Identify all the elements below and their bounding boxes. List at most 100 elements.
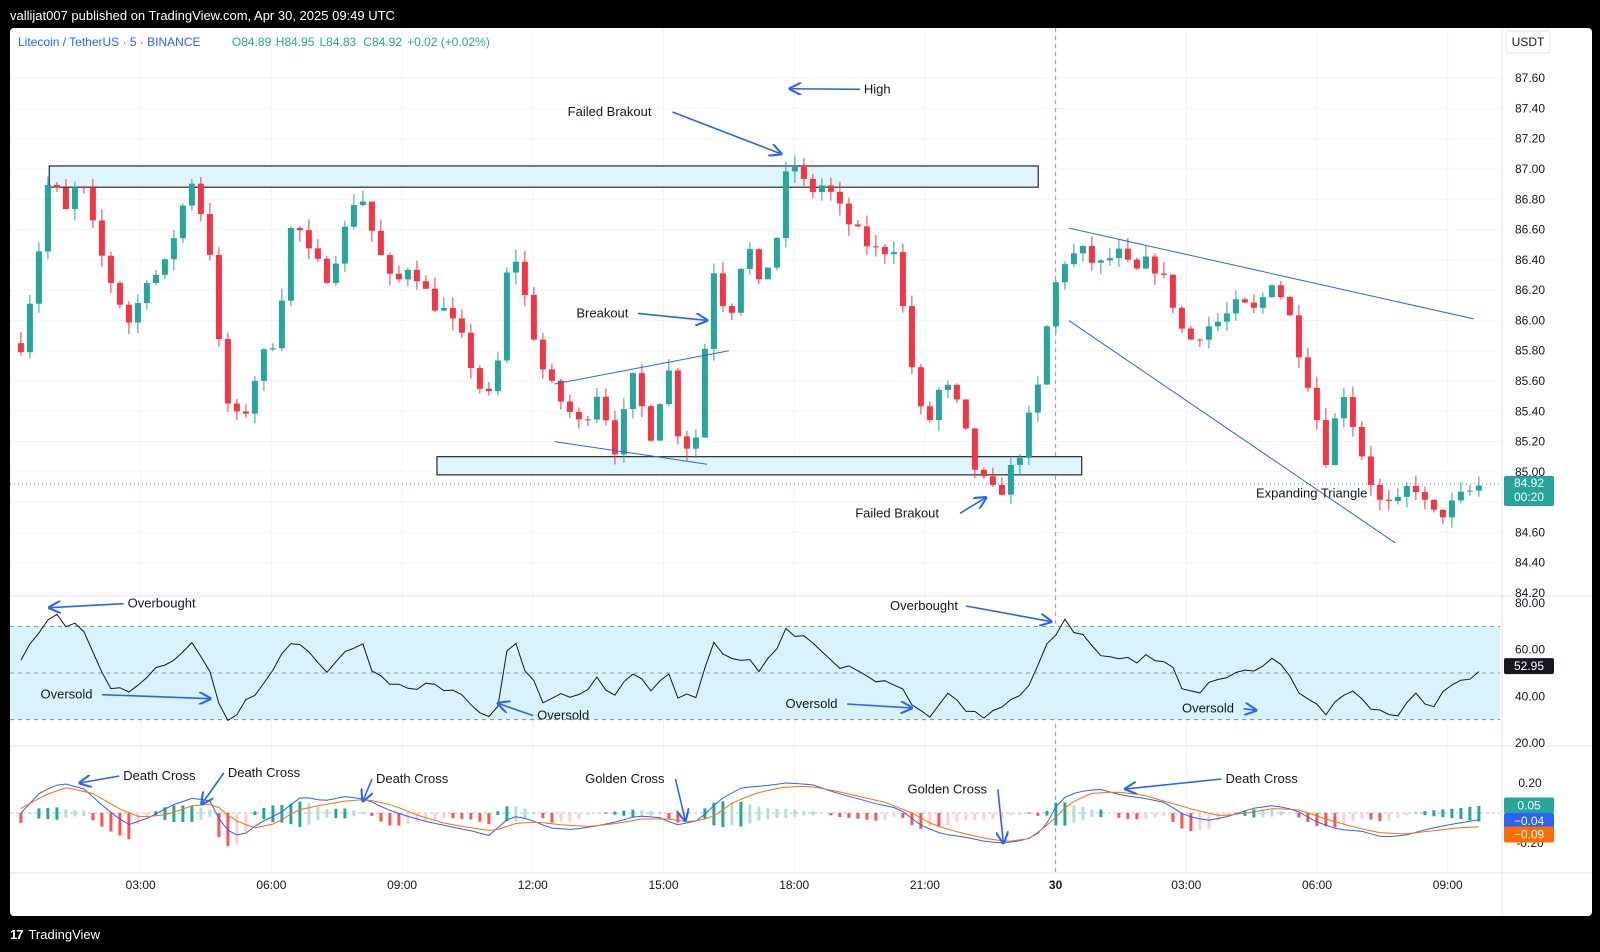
trend-line bbox=[554, 441, 708, 465]
macd-hist-bar bbox=[640, 810, 644, 817]
macd-hist-bar bbox=[1180, 813, 1184, 829]
macd-annotation-label: Death Cross bbox=[1226, 771, 1299, 786]
candle-body bbox=[980, 469, 987, 477]
macd-hist-bar bbox=[235, 813, 239, 844]
candle-body bbox=[998, 484, 1005, 495]
macd-value-badge bbox=[1504, 797, 1554, 814]
candle-body bbox=[386, 255, 393, 274]
candle-body bbox=[809, 178, 816, 193]
price-tick-label: 84.20 bbox=[1515, 586, 1545, 600]
rsi-annotation-label: Overbought bbox=[128, 596, 196, 611]
tradingview-brand[interactable]: 17 TradingView bbox=[10, 927, 100, 942]
macd-hist-bar bbox=[622, 810, 626, 816]
price-annotation-arrow bbox=[790, 89, 860, 90]
candle-body bbox=[1376, 484, 1383, 500]
candle-body bbox=[1070, 253, 1077, 265]
symbol-legend: Litecoin / TetherUS · 5 · BINANCE O84.89 H… bbox=[18, 35, 490, 49]
macd-hist-bar bbox=[1198, 813, 1202, 830]
price-tick-label: 85.20 bbox=[1515, 435, 1545, 449]
candle-body bbox=[17, 343, 24, 353]
candle-body bbox=[584, 419, 591, 421]
macd-hist-bar bbox=[1387, 813, 1391, 821]
macd-hist-bar bbox=[928, 813, 932, 827]
macd-hist-bar bbox=[541, 813, 545, 819]
price-tick-label: 85.40 bbox=[1515, 404, 1545, 418]
candle-body bbox=[1394, 496, 1401, 502]
macd-hist-bar bbox=[352, 810, 356, 817]
support-resistance-zone bbox=[48, 165, 1039, 188]
macd-hist-bar bbox=[1234, 812, 1238, 814]
macd-hist-bar bbox=[1396, 813, 1400, 819]
candle-body bbox=[1259, 297, 1266, 308]
macd-hist-bar bbox=[1027, 812, 1031, 814]
macd-hist-bar bbox=[1288, 812, 1292, 814]
price-annotation-label: Expanding Triangle bbox=[1256, 486, 1367, 501]
candle-body bbox=[1250, 302, 1257, 308]
ohlc-value: H84.95 bbox=[276, 35, 315, 49]
candle-body bbox=[854, 224, 861, 227]
macd-hist-bar bbox=[856, 813, 860, 819]
price-annotation-label: Failed Brakout bbox=[855, 505, 939, 520]
candle-body bbox=[260, 349, 267, 381]
macd-hist-bar bbox=[1414, 812, 1418, 814]
candle-body bbox=[422, 281, 429, 289]
candle-body bbox=[1475, 485, 1482, 491]
macd-hist-bar bbox=[361, 812, 365, 815]
rsi-tick-label: 60.00 bbox=[1515, 643, 1545, 657]
macd-hist-bar bbox=[1315, 813, 1319, 827]
macd-hist-bar bbox=[604, 812, 608, 814]
time-tick-label: 12:00 bbox=[518, 878, 548, 892]
candle-body bbox=[791, 165, 798, 172]
chart-card[interactable]: High Failed Brakout Breakout Failed Brakout… bbox=[10, 28, 1592, 916]
macd-hist-bar bbox=[478, 813, 482, 822]
candle-body bbox=[449, 307, 456, 319]
macd-hist-bar bbox=[1450, 808, 1454, 819]
macd-hist-bar bbox=[496, 811, 500, 816]
candle-body bbox=[170, 238, 177, 260]
macd-hist-bar bbox=[631, 809, 635, 817]
candle-body bbox=[377, 230, 384, 256]
candle-body bbox=[215, 254, 222, 340]
macd-hist-bar bbox=[676, 813, 680, 823]
macd-hist-bar bbox=[1252, 809, 1256, 818]
candle-body bbox=[1286, 297, 1293, 316]
macd-hist-bar bbox=[829, 813, 833, 816]
macd-hist-bar bbox=[136, 813, 140, 825]
candle-body bbox=[1061, 264, 1068, 283]
macd-hist-bar bbox=[955, 813, 959, 823]
candle-body bbox=[458, 318, 465, 333]
chart-svg[interactable]: High Failed Brakout Breakout Failed Brakout… bbox=[10, 28, 1592, 916]
macd-hist-bar bbox=[874, 813, 878, 821]
macd-hist-bar bbox=[586, 813, 590, 815]
rsi-annotation-label: Overbought bbox=[890, 598, 958, 613]
macd-hist-bar bbox=[1297, 813, 1301, 818]
macd-hist-bar bbox=[1459, 807, 1463, 820]
macd-hist-bar bbox=[415, 813, 419, 822]
candle-body bbox=[917, 367, 924, 407]
macd-hist-bar bbox=[379, 813, 383, 822]
macd-hist-bar bbox=[118, 813, 122, 836]
macd-hist-bar bbox=[550, 813, 554, 823]
macd-hist-bar bbox=[802, 810, 806, 816]
price-tick-label: 84.60 bbox=[1515, 525, 1545, 539]
candle-body bbox=[503, 272, 510, 361]
candle-body bbox=[1124, 248, 1131, 260]
macd-hist-bar bbox=[1333, 813, 1337, 828]
price-axis: 87.60 87.40 87.20 87.00 86.80 86.60 86.40 86.20… bbox=[1504, 30, 1554, 600]
rsi-line bbox=[20, 613, 1480, 722]
brand-label: TradingView bbox=[28, 927, 101, 942]
macd-hist-bar bbox=[982, 813, 986, 820]
macd-hist-bar bbox=[343, 808, 347, 819]
price-tick-label: 87.60 bbox=[1515, 71, 1545, 85]
macd-hist-bar bbox=[658, 811, 662, 815]
candle-body bbox=[44, 184, 51, 252]
candle-body bbox=[1340, 397, 1347, 419]
rsi-annotation-arrow bbox=[102, 695, 210, 699]
candle-body bbox=[818, 185, 825, 193]
candle-body bbox=[134, 303, 141, 323]
candle-body bbox=[1358, 426, 1365, 457]
currency-label: USDT bbox=[1512, 35, 1545, 49]
candle-body bbox=[692, 437, 699, 449]
candle-body bbox=[1007, 464, 1014, 495]
